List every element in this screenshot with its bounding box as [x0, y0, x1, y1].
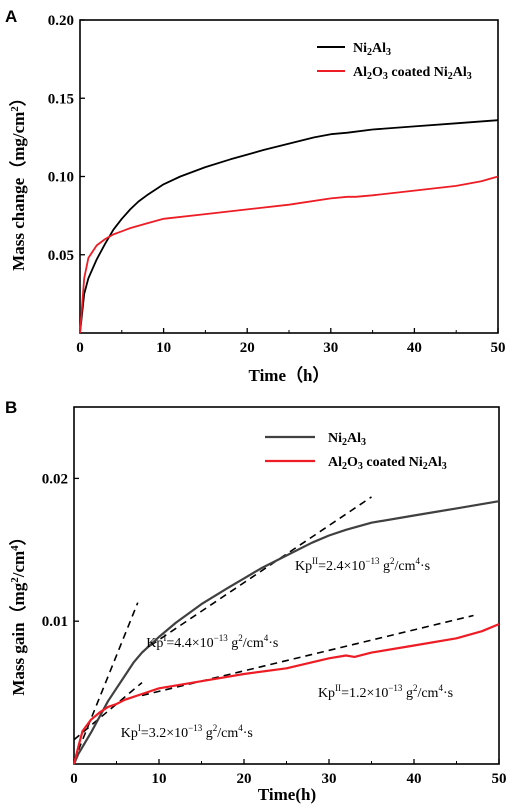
- fit-line: [150, 496, 372, 647]
- panel-a-series: [79, 119, 499, 334]
- y-tick-label: 0.01: [42, 614, 68, 630]
- x-tick-label: 20: [237, 771, 252, 787]
- panel-b-annotations: KpI=4.4×10−13 g2/cm4·s KpII=2.4×10−13 g2/…: [121, 556, 453, 741]
- x-tick-label: 50: [491, 340, 506, 356]
- panel-b-label: B: [5, 398, 17, 417]
- x-tick-label: 30: [323, 340, 338, 356]
- x-tick-label: 40: [407, 340, 422, 356]
- x-tick-label: 10: [156, 340, 171, 356]
- kp-annotation: KpI=4.4×10−13 g2/cm4·s: [146, 633, 278, 651]
- legend-a-label-coated: Al2O3 coated Ni2Al3: [353, 65, 472, 82]
- kp-annotation: KpII=2.4×10−13 g2/cm4·s: [295, 556, 430, 574]
- y-tick-label: 0.02: [42, 471, 68, 487]
- panel-a-legend: Ni2Al3 Al2O3 coated Ni2Al3: [317, 41, 472, 82]
- fit-line: [73, 681, 143, 741]
- x-tick-label: 10: [152, 771, 167, 787]
- x-tick-label: 50: [492, 771, 507, 787]
- kp-annotation: KpI=3.2×10−13 g2/cm4·s: [121, 723, 253, 741]
- legend-a-label-ni2al3: Ni2Al3: [353, 41, 391, 58]
- x-tick-label: 40: [407, 771, 422, 787]
- kp-annotation: KpII=1.2×10−13 g2/cm4·s: [318, 683, 453, 701]
- y-tick-label: 0.20: [48, 13, 74, 29]
- series-coated-line: [72, 623, 500, 765]
- y-tick-label: 0.15: [48, 91, 74, 107]
- panel-a-ylabel: Mass change（mg/cm2）: [8, 89, 28, 271]
- panel-a-xlabel: Time（h）: [249, 365, 330, 385]
- x-tick-label: 0: [70, 771, 78, 787]
- x-tick-label: 0: [76, 340, 84, 356]
- panel-b-series: [72, 500, 500, 765]
- panel-b-fit-lines: [73, 496, 474, 762]
- panel-a: A 0 10 20 30 40 50 0.05 0.10 0.15 0.20 Ni2Al3 Al2…: [5, 7, 506, 385]
- x-tick-label: 20: [240, 340, 255, 356]
- panel-b-legend: Ni2Al3 Al2O3 coated Ni2Al3: [265, 431, 447, 472]
- fit-line: [141, 614, 474, 697]
- legend-b-label-coated: Al2O3 coated Ni2Al3: [328, 455, 447, 472]
- series-coated-line: [79, 175, 499, 334]
- series-ni2al3-line: [79, 119, 499, 334]
- panel-b-ticks: 0 10 20 30 40 50 0.01 0.02: [42, 471, 507, 787]
- panel-b: B 0 10 20 30 40 50 0.01 0.02 KpI=4.4×10−13 g2/c…: [5, 398, 507, 804]
- panel-a-label: A: [5, 7, 17, 26]
- legend-b-label-ni2al3: Ni2Al3: [328, 431, 366, 448]
- series-ni2al3-line: [72, 500, 500, 765]
- y-tick-label: 0.05: [48, 248, 74, 264]
- x-tick-label: 30: [322, 771, 337, 787]
- panel-b-ylabel: Mass gain（mg2/cm4）: [8, 528, 28, 695]
- panel-a-ticks: 0 10 20 30 40 50 0.05 0.10 0.15 0.20: [48, 13, 506, 356]
- y-tick-label: 0.10: [48, 170, 74, 186]
- panel-b-xlabel: Time(h): [258, 785, 316, 804]
- fit-line: [73, 602, 139, 762]
